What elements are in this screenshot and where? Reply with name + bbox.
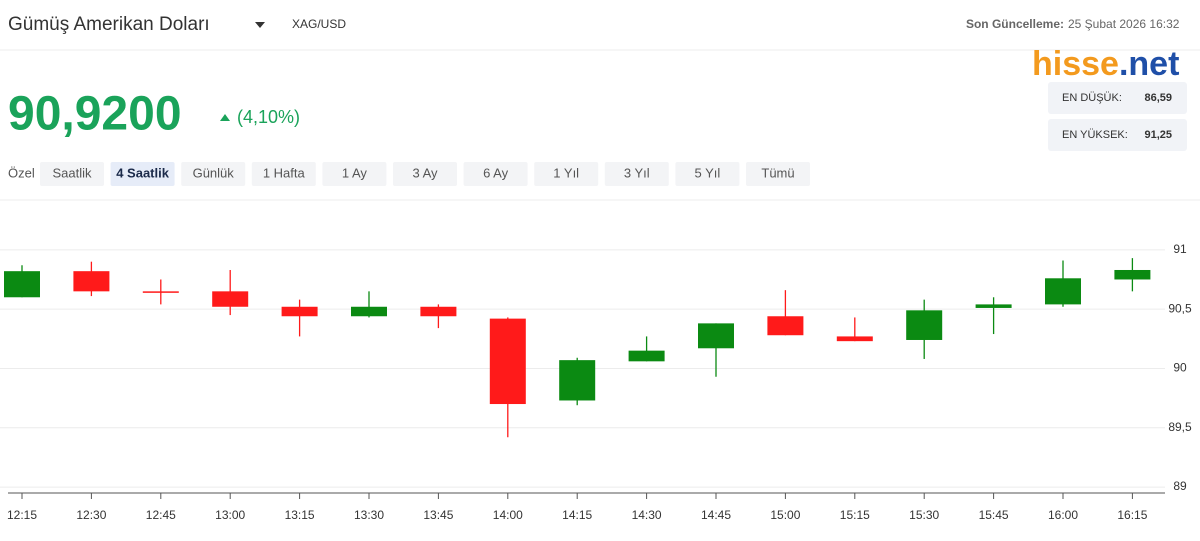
chart: 91 90,5 90 89,5 89 12:15 12:30 12:45 13:00 13:15 1… [0, 242, 1192, 522]
range-button-bg [534, 162, 599, 186]
logo-a: hisse [1032, 45, 1119, 83]
x-tick-label: 16:15 [1117, 508, 1147, 522]
range-button[interactable]: 6 Ay [463, 162, 528, 186]
range-button[interactable]: 3 Ay [393, 162, 457, 186]
range-button-label: Tümü [761, 165, 794, 180]
x-tick-label: 14:00 [493, 508, 523, 522]
x-tick-label: 13:45 [423, 508, 453, 522]
candle-body [906, 310, 943, 340]
range-button[interactable]: Günlük [181, 162, 246, 186]
candle-body [351, 306, 387, 317]
range-button-bg [322, 162, 387, 186]
x-tick-label: 12:15 [7, 508, 37, 522]
x-tick-label: 15:15 [840, 508, 870, 522]
range-button-bg [40, 162, 104, 186]
range-button-label: 1 Hafta [263, 165, 306, 180]
x-tick-label: 12:45 [146, 508, 176, 522]
candle-body [212, 291, 249, 307]
candle-body [1045, 278, 1081, 305]
x-tick-label: 16:00 [1048, 508, 1078, 522]
range-button[interactable]: 1 Hafta [251, 162, 316, 186]
logo: hisse.net [1032, 45, 1179, 83]
range-button-label: 3 Ay [412, 165, 438, 180]
range-button-bg [251, 162, 316, 186]
candle-body [559, 360, 596, 401]
range-button[interactable]: Saatlik [40, 162, 104, 186]
updated-label: Son Güncelleme: [966, 17, 1064, 31]
range-button-label: Saatlik [52, 165, 92, 180]
x-tick-label: 15:45 [979, 508, 1009, 522]
range-button-label: 1 Yıl [553, 165, 579, 180]
x-tick-label: 13:00 [215, 508, 245, 522]
up-arrow [220, 114, 230, 121]
change: (4,10%) [237, 107, 300, 127]
range-button-bg [110, 162, 175, 186]
candle-body [489, 318, 526, 405]
x-tick-label: 13:30 [354, 508, 384, 522]
range-button[interactable]: 5 Yıl [675, 162, 740, 186]
range-button[interactable]: 1 Yıl [534, 162, 599, 186]
candle-body [4, 271, 40, 298]
high-value: 91,25 [1144, 129, 1172, 141]
candle-body [281, 306, 318, 317]
dropdown-arrow[interactable] [255, 22, 265, 28]
candle-body [767, 316, 804, 336]
range-button-label: 5 Yıl [695, 165, 721, 180]
range-button[interactable]: Tümü [746, 162, 810, 186]
x-tick-label: 14:45 [701, 508, 731, 522]
range-label: Özel [8, 165, 35, 180]
candle-body [1114, 269, 1151, 280]
range-button-label: 4 Saatlik [116, 165, 170, 180]
logo-b: .net [1119, 45, 1179, 83]
x-tick-label: 14:30 [632, 508, 662, 522]
range-button[interactable]: 3 Yıl [604, 162, 669, 186]
candle-body [836, 336, 873, 342]
price: 90,9200 [8, 88, 182, 141]
range-button-bg [181, 162, 246, 186]
x-tick-label: 15:00 [770, 508, 800, 522]
range-button[interactable]: 4 Saatlik [110, 162, 175, 186]
candle-body [628, 350, 665, 362]
range-button-label: Günlük [193, 165, 235, 180]
high-box [1048, 119, 1187, 151]
y-tick-label: 90 [1173, 361, 1187, 375]
y-tick-label: 91 [1173, 242, 1187, 256]
range-buttons: Özel Saatlik 4 Saatlik Günlük 1 Hafta 1 Ay 3 A… [8, 162, 810, 186]
x-tick-label: 15:30 [909, 508, 939, 522]
candle-body [975, 304, 1012, 308]
range-button-bg [746, 162, 810, 186]
range-button-bg [463, 162, 528, 186]
low-value: 86,59 [1144, 92, 1172, 104]
range-button-label: 3 Yıl [624, 165, 650, 180]
candle-body [420, 306, 457, 317]
range-button[interactable]: 1 Ay [322, 162, 387, 186]
candle-body [73, 271, 110, 292]
range-button-bg [393, 162, 457, 186]
range-button-label: 1 Ay [342, 165, 368, 180]
symbol: XAG/USD [292, 17, 346, 31]
range-button-bg [604, 162, 669, 186]
range-button-bg [675, 162, 740, 186]
x-tick-label: 13:15 [285, 508, 315, 522]
y-tick-label: 89 [1173, 479, 1187, 493]
range-button-label: 6 Ay [483, 165, 509, 180]
title: Gümüş Amerikan Doları [8, 14, 210, 35]
low-label: EN DÜŞÜK: [1062, 92, 1122, 104]
high-label: EN YÜKSEK: [1062, 129, 1128, 141]
x-tick-label: 14:15 [562, 508, 592, 522]
y-tick-label: 90,5 [1168, 301, 1192, 315]
updated-value: 25 Şubat 2026 16:32 [1068, 17, 1180, 31]
low-box [1048, 82, 1187, 114]
x-tick-label: 12:30 [76, 508, 106, 522]
y-tick-label: 89,5 [1168, 420, 1192, 434]
candle-body [142, 291, 179, 293]
candle-body [698, 323, 734, 349]
